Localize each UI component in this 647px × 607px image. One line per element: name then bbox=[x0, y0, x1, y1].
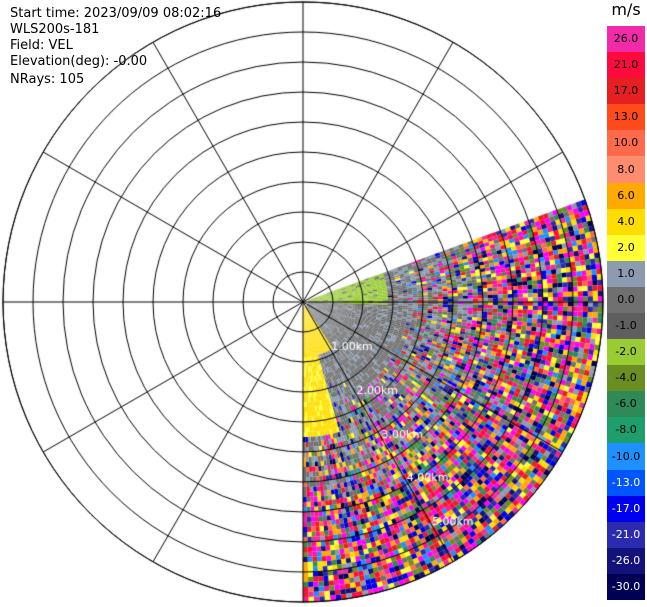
colorbar-swatch bbox=[607, 78, 645, 105]
colorbar-tick-label: 2.0 bbox=[617, 240, 635, 254]
start-time-label: Start time: 2023/09/09 08:02:16 bbox=[10, 6, 222, 21]
colorbar-swatch bbox=[607, 182, 645, 210]
colorbar-tick-label: 8.0 bbox=[617, 162, 635, 176]
colorbar-tick-label: -10.0 bbox=[611, 449, 641, 463]
colorbar-swatch bbox=[607, 286, 645, 314]
colorbar-tick-label: 0.0 bbox=[617, 292, 635, 306]
nrays-label: NRays: 105 bbox=[10, 72, 85, 87]
colorbar-tick-label: -6.0 bbox=[615, 397, 637, 411]
colorbar-swatch bbox=[607, 417, 645, 444]
colorbar-tick-label: 17.0 bbox=[613, 84, 639, 98]
colorbar-tick-label: 4.0 bbox=[617, 214, 635, 228]
colorbar-tick-label: -13.0 bbox=[611, 475, 641, 489]
colorbar-swatch bbox=[607, 495, 645, 523]
colorbar-swatch bbox=[607, 313, 645, 340]
colorbar-swatch bbox=[607, 365, 645, 392]
colorbar-tick-label: -8.0 bbox=[615, 423, 637, 437]
elevation-label: Elevation(deg): -0.00 bbox=[10, 54, 148, 69]
colorbar-tick-label: -17.0 bbox=[611, 501, 641, 515]
colorbar-swatch bbox=[607, 339, 645, 366]
colorbar-tick-label: -4.0 bbox=[615, 371, 637, 385]
colorbar-unit-label: m/s bbox=[611, 0, 641, 19]
colorbar-swatch bbox=[607, 208, 645, 236]
colorbar-swatch bbox=[607, 443, 645, 471]
colorbar-swatch bbox=[607, 104, 645, 131]
colorbar-swatch bbox=[607, 573, 645, 601]
colorbar-tick-label: 13.0 bbox=[613, 110, 639, 124]
colorbar-tick-label: -2.0 bbox=[615, 345, 637, 359]
colorbar-swatch bbox=[607, 547, 645, 575]
colorbar-tick-label: -26.0 bbox=[611, 553, 641, 567]
colorbar-swatch bbox=[607, 521, 645, 549]
colorbar-tick-label: 26.0 bbox=[613, 32, 639, 46]
colorbar-swatch bbox=[607, 469, 645, 497]
colorbar-tick-label: 6.0 bbox=[617, 188, 635, 202]
site-label: WLS200s-181 bbox=[10, 22, 100, 37]
colorbar-tick-label: -21.0 bbox=[611, 527, 641, 541]
ppi-radar-plot bbox=[0, 0, 607, 607]
colorbar-swatch bbox=[607, 391, 645, 418]
colorbar-swatch bbox=[607, 234, 645, 262]
colorbar-tick-label: 10.0 bbox=[613, 136, 639, 150]
colorbar-swatch bbox=[607, 130, 645, 157]
colorbar-swatch bbox=[607, 52, 645, 79]
colorbar-swatch bbox=[607, 26, 645, 53]
colorbar-tick-label: 1.0 bbox=[617, 266, 635, 280]
colorbar-tick-label: -1.0 bbox=[615, 319, 637, 333]
colorbar-tick-label: -30.0 bbox=[611, 579, 641, 593]
colorbar-tick-label: 21.0 bbox=[613, 58, 639, 72]
colorbar-swatch bbox=[607, 156, 645, 184]
field-label: Field: VEL bbox=[10, 38, 73, 53]
colorbar-swatch bbox=[607, 260, 645, 288]
